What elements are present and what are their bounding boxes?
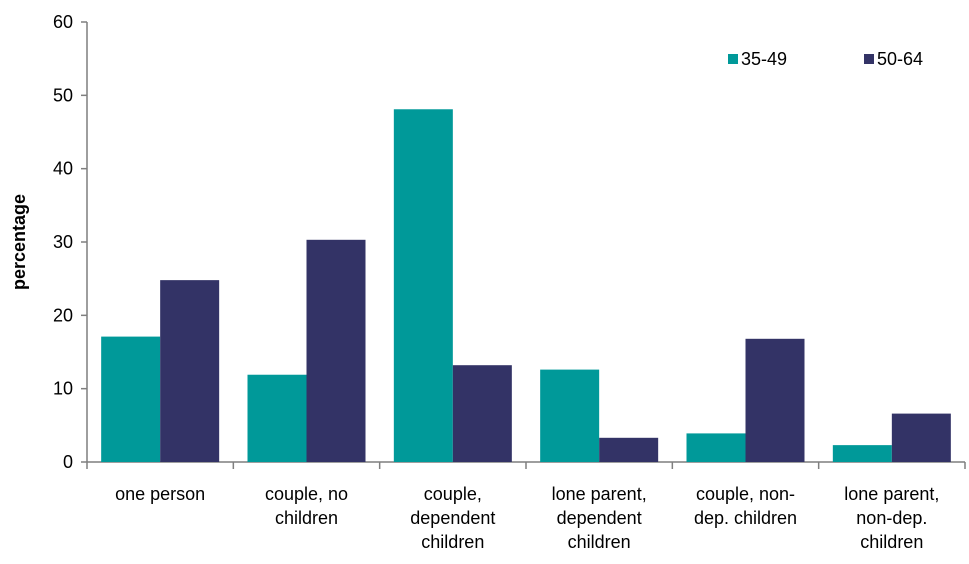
y-tick-label: 0 [63, 452, 73, 472]
bars [101, 109, 951, 463]
bar-50-64-5 [891, 413, 951, 462]
y-tick-label: 50 [53, 85, 73, 105]
bar-50-64-3 [599, 437, 659, 462]
legend: 35-49 50-64 [728, 49, 923, 69]
bar-50-64-1 [306, 239, 366, 462]
category-labels: one person couple, no children couple, depen… [115, 484, 939, 552]
bar-35-49-1 [247, 374, 307, 462]
x-category-label: couple, no children [265, 484, 348, 528]
x-category-label-line: couple, non- [696, 484, 795, 504]
legend-label: 50-64 [877, 49, 923, 69]
y-tick-label: 30 [53, 232, 73, 252]
x-axis [86, 461, 966, 469]
x-category-label-line: lone parent, [552, 484, 647, 504]
x-category-label: couple, non-dep. children [694, 484, 797, 528]
x-category-label: couple, dependent children [410, 484, 495, 552]
y-axis-label: percentage [9, 194, 29, 290]
x-category-label-line: dependent [557, 508, 642, 528]
y-tick-label: 60 [53, 12, 73, 32]
x-category-label-line: dep. children [694, 508, 797, 528]
bar-35-49-5 [832, 445, 892, 462]
bar-50-64-4 [745, 338, 805, 462]
y-axis: 0 10 20 30 40 50 60 [53, 12, 88, 472]
bar-35-49-2 [393, 109, 453, 463]
y-tick-label: 10 [53, 379, 73, 399]
x-category-label: one person [115, 484, 205, 504]
x-category-label-line: children [275, 508, 338, 528]
y-tick-label: 20 [53, 305, 73, 325]
x-category-label-line: non-dep. [856, 508, 927, 528]
legend-swatch [728, 54, 738, 64]
x-category-label-line: children [421, 532, 484, 552]
bar-35-49-0 [101, 336, 161, 462]
bar-35-49-3 [540, 369, 600, 462]
x-category-label: lone parent, dependent children [552, 484, 647, 552]
x-category-label-line: lone parent, [844, 484, 939, 504]
x-category-label-line: children [568, 532, 631, 552]
x-category-label-line: couple, no [265, 484, 348, 504]
bar-35-49-4 [686, 433, 746, 462]
x-category-label-line: children [860, 532, 923, 552]
legend-label: 35-49 [741, 49, 787, 69]
x-category-label-line: couple, [424, 484, 482, 504]
x-category-label: lone parent, non-dep. children [844, 484, 939, 552]
bar-50-64-0 [160, 280, 220, 462]
x-category-label-line: dependent [410, 508, 495, 528]
y-tick-label: 40 [53, 159, 73, 179]
x-category-label-line: one person [115, 484, 205, 504]
legend-swatch [864, 54, 874, 64]
bar-50-64-2 [452, 365, 512, 462]
